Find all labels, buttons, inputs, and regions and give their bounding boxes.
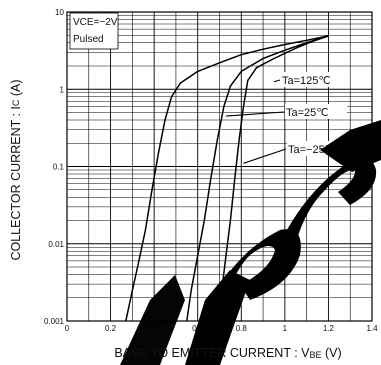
series-line-0: [125, 35, 329, 322]
y-axis-title: COLLECTOR CURRENT : IC (A): [9, 79, 23, 260]
y-tick-labels: 0.001 0.01 0.1 1 10: [44, 8, 65, 326]
x-tick-label: 1: [283, 324, 288, 333]
annotation-label: Ta=125℃: [282, 75, 331, 87]
condition-pulsed: Pulsed: [73, 34, 104, 45]
annotation-bg: [281, 72, 343, 87]
watermark: [120, 120, 381, 365]
x-tick-label: 0.2: [105, 324, 117, 333]
x-tick-label: 1.4: [366, 324, 378, 333]
watermark-stroke-5: [320, 120, 381, 172]
annotation-label: Ta=25℃: [286, 107, 329, 119]
series-lines: [125, 35, 329, 322]
series-line-2: [216, 35, 329, 322]
annotation-bg: [285, 104, 347, 119]
series-line-1: [186, 35, 329, 322]
condition-vce: VCE=−2V: [73, 17, 118, 28]
watermark-stroke-4: [272, 158, 377, 260]
y-tick-label: 0.1: [53, 163, 65, 172]
x-tick-label: 0.8: [236, 324, 248, 333]
y-tick-label: 0.01: [48, 240, 64, 249]
y-tick-label: 0.001: [44, 317, 65, 326]
y-tick-label: 1: [60, 85, 65, 94]
x-tick-label: 0: [65, 324, 70, 333]
annotation-leader: [243, 148, 287, 164]
x-tick-label: 1.2: [323, 324, 335, 333]
annotation-leader: [225, 111, 285, 117]
y-tick-label: 10: [55, 8, 64, 17]
conditions-box: VCE=−2V Pulsed: [69, 12, 119, 50]
watermark-stroke-1: [120, 275, 185, 365]
x-axis-title: BASE TO EMITTER CURRENT : VBE (V): [114, 346, 341, 360]
grid: [67, 12, 372, 321]
annotation-leader: [273, 79, 281, 83]
